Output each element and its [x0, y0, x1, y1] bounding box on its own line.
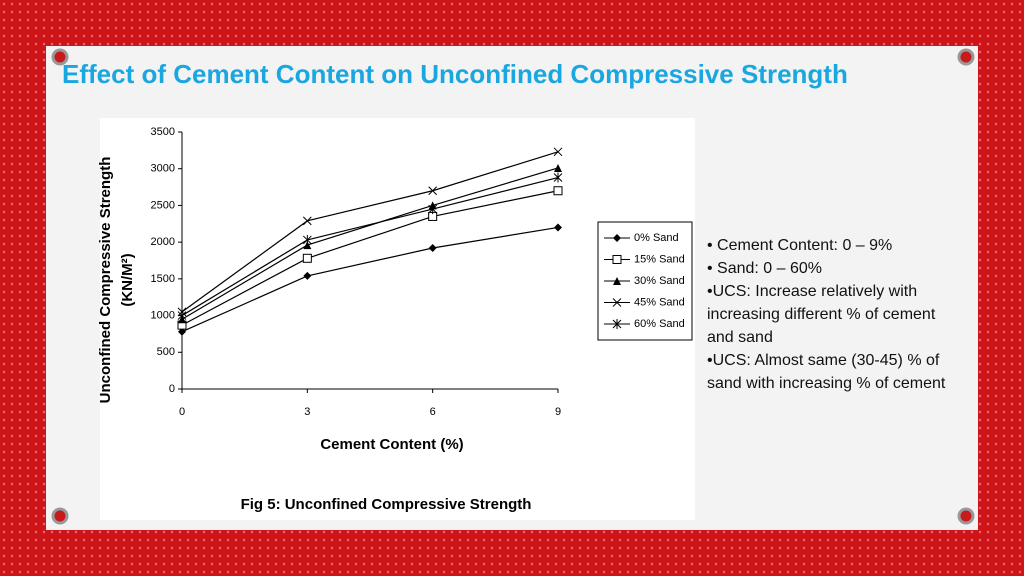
- marker: [612, 319, 622, 329]
- y-tick-label: 2000: [151, 236, 175, 248]
- marker: [302, 253, 312, 263]
- legend-label: 0% Sand: [634, 232, 679, 244]
- legend-label: 15% Sand: [634, 253, 685, 265]
- bullet-list: • Cement Content: 0 – 9% • Sand: 0 – 60% •…: [707, 234, 957, 395]
- marker: [554, 163, 562, 172]
- marker: [428, 204, 438, 215]
- marker: [553, 172, 563, 183]
- marker: [302, 234, 312, 245]
- y-tick-label: 3000: [151, 163, 175, 175]
- figure-caption: Fig 5: Unconfined Compressive Strength: [241, 496, 532, 513]
- y-tick-label: 3500: [151, 126, 175, 138]
- slide-title: Effect of Cement Content on Unconfined C…: [62, 59, 848, 89]
- marker: [613, 234, 621, 242]
- y-axis-label: (KN/M²): [119, 253, 136, 306]
- marker: [303, 271, 312, 280]
- series-line: [181, 226, 559, 333]
- bullet: • Cement Content: 0 – 9%: [707, 237, 893, 254]
- y-tick-label: 500: [157, 346, 175, 358]
- bullet: •UCS: Almost same (30-45) % of sand with…: [707, 352, 946, 392]
- y-tick-label: 1000: [151, 309, 175, 321]
- x-tick-label: 9: [555, 406, 561, 418]
- x-tick-label: 3: [304, 406, 310, 418]
- x-tick-label: 6: [430, 406, 436, 418]
- marker: [428, 186, 438, 196]
- series-line: [181, 167, 559, 320]
- x-axis-label: Cement Content (%): [320, 436, 463, 453]
- y-axis-label: Unconfined Compressive Strength: [97, 157, 114, 404]
- y-tick-label: 0: [169, 383, 175, 395]
- bullet: • Sand: 0 – 60%: [707, 260, 823, 277]
- marker: [613, 277, 621, 285]
- series-line: [181, 176, 559, 317]
- marker: [612, 298, 622, 307]
- legend-label: 30% Sand: [634, 275, 685, 287]
- marker: [177, 310, 187, 321]
- y-tick-label: 2500: [151, 199, 175, 211]
- marker: [178, 327, 186, 336]
- bullet: •UCS: Increase relatively with increasin…: [707, 283, 936, 346]
- chart-area: [100, 118, 695, 520]
- legend-label: 60% Sand: [634, 318, 685, 330]
- x-tick-label: 0: [179, 406, 185, 418]
- marker: [612, 255, 622, 264]
- y-tick-label: 1500: [151, 273, 175, 285]
- marker: [302, 216, 312, 226]
- marker: [553, 147, 563, 157]
- marker: [554, 223, 562, 232]
- series-line: [181, 190, 559, 326]
- series-line: [181, 151, 559, 313]
- legend-label: 45% Sand: [634, 296, 685, 308]
- marker: [303, 241, 312, 250]
- marker: [428, 244, 437, 253]
- marker: [553, 186, 563, 196]
- pins: [51, 48, 975, 525]
